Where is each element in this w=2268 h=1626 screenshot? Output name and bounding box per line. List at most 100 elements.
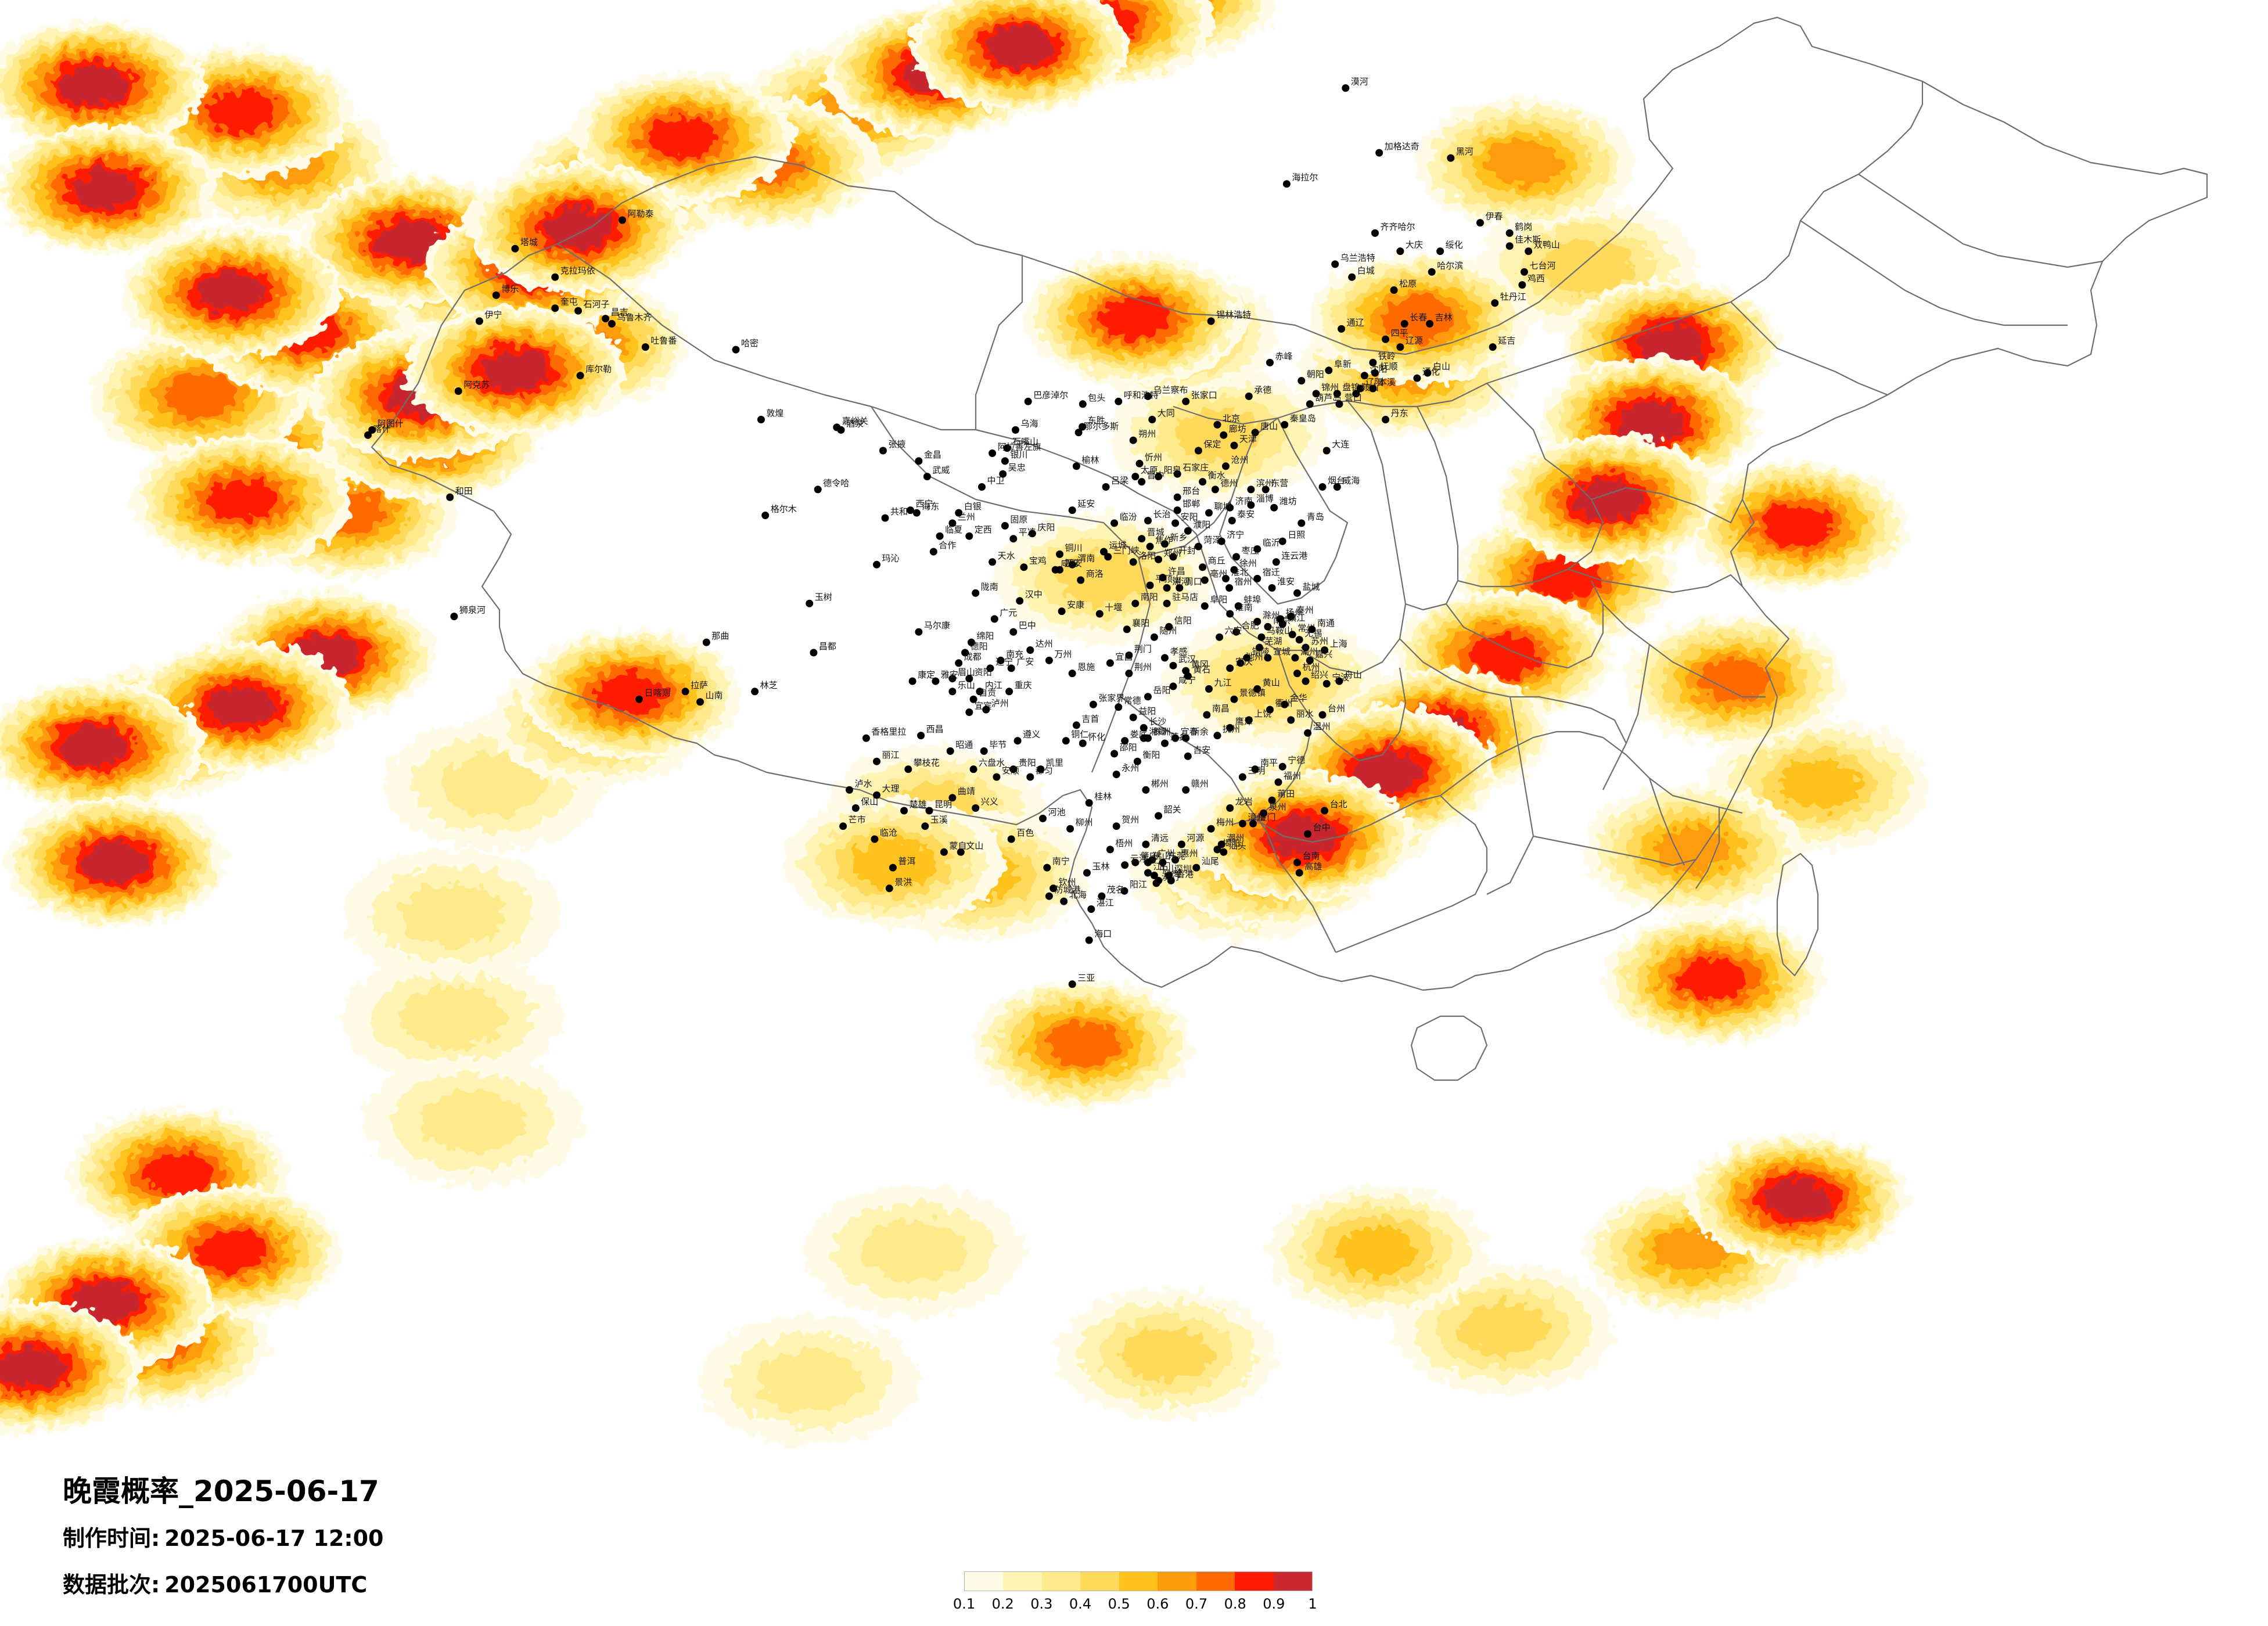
legend-swatch bbox=[1273, 1572, 1312, 1591]
city-label: 商丘 bbox=[1208, 556, 1225, 566]
city-marker: 忻州 bbox=[1135, 452, 1162, 467]
city-label: 高雄 bbox=[1304, 861, 1322, 872]
city-marker: 惠州 bbox=[1171, 848, 1198, 864]
probability-cell bbox=[1763, 505, 1832, 546]
city-dot bbox=[1230, 695, 1238, 703]
city-label: 东胜 bbox=[1088, 415, 1105, 426]
city-dot bbox=[1293, 589, 1301, 597]
city-dot bbox=[1228, 517, 1236, 524]
probability-cell bbox=[1698, 660, 1771, 703]
city-dot bbox=[1268, 584, 1276, 592]
city-dot bbox=[1325, 366, 1333, 375]
city-marker: 昌都 bbox=[810, 641, 836, 657]
production-time-value: 2025-06-17 12:00 bbox=[164, 1526, 384, 1551]
city-label: 焦作 bbox=[1155, 535, 1173, 545]
city-marker: 周口 bbox=[1176, 576, 1202, 592]
city-label: 大庆 bbox=[1406, 240, 1423, 250]
city-label: 益阳 bbox=[1138, 706, 1156, 716]
city-marker: 万州 bbox=[1045, 649, 1072, 664]
city-marker: 湘潭 bbox=[1140, 726, 1166, 742]
city-marker: 林芝 bbox=[751, 680, 778, 696]
probability-cell bbox=[481, 351, 548, 390]
city-label: 三亚 bbox=[1077, 973, 1095, 983]
city-label: 嘉峪关 bbox=[842, 416, 868, 426]
city-marker: 韶关 bbox=[1155, 804, 1181, 820]
city-dot bbox=[900, 807, 908, 815]
city-dot bbox=[1001, 457, 1009, 465]
city-dot bbox=[1232, 553, 1241, 561]
city-marker: 潍坊 bbox=[1270, 496, 1297, 512]
city-dot bbox=[986, 664, 994, 672]
city-dot bbox=[364, 431, 372, 439]
city-marker: 张掖 bbox=[879, 439, 905, 455]
city-dot bbox=[1255, 643, 1263, 652]
city-marker: 广安 bbox=[1007, 657, 1034, 672]
city-label: 淮安 bbox=[1277, 576, 1295, 587]
city-marker: 运城 bbox=[1100, 540, 1127, 556]
city-marker: 锡林浩特 bbox=[1207, 310, 1251, 325]
city-marker: 呼和浩特 bbox=[1115, 390, 1159, 405]
city-marker: 铜陵 bbox=[1243, 646, 1270, 662]
city-label: 绍兴 bbox=[1311, 670, 1328, 680]
city-label: 湘潭 bbox=[1149, 726, 1166, 737]
city-label: 合作 bbox=[939, 540, 956, 551]
city-label: 海口 bbox=[1094, 929, 1112, 939]
probability-cell bbox=[1058, 551, 1149, 605]
city-dot bbox=[761, 512, 770, 519]
city-dot bbox=[1247, 485, 1255, 494]
city-marker: 防城港 bbox=[1045, 884, 1080, 900]
probability-cell bbox=[1617, 402, 1684, 442]
legend-tick-label: 0.8 bbox=[1224, 1596, 1246, 1612]
city-dot bbox=[989, 558, 997, 566]
city-dot bbox=[1253, 545, 1261, 553]
city-label: 曲靖 bbox=[958, 786, 975, 797]
city-label: 佛山 bbox=[1153, 851, 1171, 861]
probability-cell bbox=[862, 1220, 967, 1282]
city-label: 中山 bbox=[1159, 864, 1177, 875]
city-marker: 大庆 bbox=[1396, 240, 1423, 256]
city-label: 怀化 bbox=[1088, 732, 1105, 742]
city-marker: 乌兰察布 bbox=[1144, 384, 1188, 400]
probability-cell bbox=[545, 208, 612, 248]
city-label: 滁州 bbox=[1263, 610, 1280, 620]
city-label: 贵阳 bbox=[1019, 758, 1036, 768]
city-label: 白山 bbox=[1433, 361, 1450, 372]
probability-cell bbox=[61, 66, 128, 105]
city-dot bbox=[1369, 384, 1377, 393]
city-marker: 蚌埠 bbox=[1234, 595, 1261, 610]
city-label: 哈密 bbox=[741, 338, 759, 348]
probability-cell bbox=[197, 1231, 266, 1272]
city-dot bbox=[1072, 462, 1080, 470]
city-marker: 阿拉善左旗 bbox=[989, 442, 1041, 457]
city-marker: 济宁 bbox=[1217, 530, 1244, 545]
city-dot bbox=[1144, 693, 1152, 701]
city-dot bbox=[1039, 814, 1047, 822]
city-marker: 日照 bbox=[1278, 530, 1305, 545]
city-label: 西昌 bbox=[926, 724, 944, 735]
city-label: 邢台 bbox=[1182, 485, 1200, 496]
city-marker: 宣城 bbox=[1264, 646, 1291, 662]
city-marker: 云浮 bbox=[1121, 854, 1148, 869]
city-marker: 漠河 bbox=[1342, 77, 1368, 92]
city-dot bbox=[1135, 459, 1144, 467]
city-label: 石嘴山 bbox=[1012, 437, 1038, 447]
city-label: 沧州 bbox=[1231, 455, 1249, 465]
city-dot bbox=[1306, 656, 1314, 664]
city-label: 茂名 bbox=[1107, 884, 1124, 895]
city-marker: 重庆 bbox=[1005, 680, 1032, 696]
city-marker: 乌兰浩特 bbox=[1331, 253, 1375, 268]
city-marker: 河源 bbox=[1177, 833, 1204, 848]
city-dot bbox=[969, 765, 977, 774]
city-label: 本溪 bbox=[1378, 377, 1396, 387]
city-marker: 保定 bbox=[1194, 439, 1221, 455]
city-label: 安阳 bbox=[1181, 512, 1198, 522]
city-label: 荆门 bbox=[1134, 643, 1152, 654]
city-label: 湖州 bbox=[1300, 646, 1318, 657]
city-marker: 濮阳 bbox=[1184, 519, 1210, 535]
city-dot bbox=[912, 509, 921, 517]
city-label: 抚顺 bbox=[1381, 361, 1398, 372]
city-dot bbox=[1068, 560, 1076, 569]
city-dot bbox=[1133, 757, 1141, 765]
city-marker: 鹤岗 bbox=[1505, 221, 1532, 237]
city-dot bbox=[1161, 739, 1169, 747]
